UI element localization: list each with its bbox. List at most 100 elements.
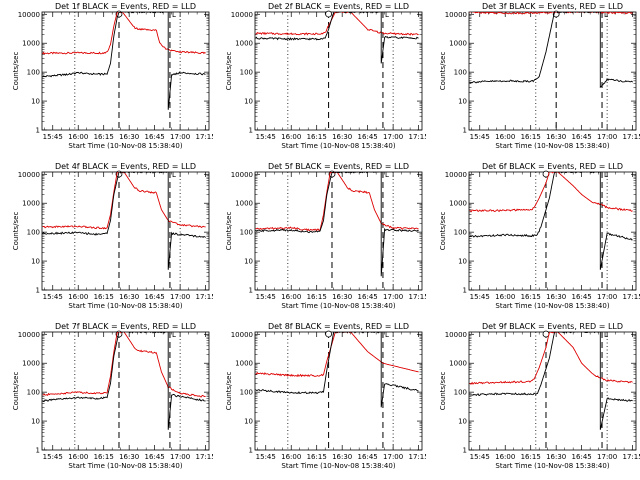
y-tick-label: 1: [36, 127, 40, 135]
x-tick-label: 16:15: [521, 293, 541, 301]
y-axis-label: Counts/sec: [12, 52, 20, 91]
y-tick-label: 10000: [18, 331, 40, 339]
lld-series-line: [469, 12, 633, 15]
y-tick-label: 10: [458, 418, 467, 426]
events-series-line: [255, 12, 419, 64]
y-tick-label: 1000: [22, 200, 40, 208]
events-series-line: [469, 172, 633, 270]
y-tick-label: 10000: [445, 331, 467, 339]
x-axis-label: Start Time (10-Nov-08 15:38:40): [281, 142, 395, 150]
lld-series-line: [255, 12, 419, 36]
x-tick-label: 16:30: [546, 453, 566, 461]
lld-series-line: [255, 332, 419, 378]
l-marker: L: [385, 11, 389, 19]
y-tick-label: 1: [249, 447, 253, 455]
y-axis-label: Counts/sec: [439, 52, 447, 91]
x-tick-label: 16:45: [572, 133, 592, 141]
l-marker: L: [604, 171, 608, 179]
x-tick-label: 15:45: [43, 453, 63, 461]
chart-title: Det 9f BLACK = Events, RED = LLD: [482, 322, 623, 331]
y-tick-label: 1: [36, 447, 40, 455]
x-axis-label: Start Time (10-Nov-08 15:38:40): [495, 142, 609, 150]
events-series-line: [42, 172, 206, 270]
plot-frame: [254, 171, 423, 291]
y-tick-label: 100: [240, 389, 253, 397]
l-marker: L: [172, 171, 176, 179]
y-tick-label: 10: [31, 98, 40, 106]
x-tick-label: 16:00: [281, 293, 301, 301]
x-tick-label: 16:15: [521, 133, 541, 141]
y-tick-label: 1000: [449, 40, 467, 48]
x-tick-label: 16:45: [145, 133, 165, 141]
events-series-line: [42, 332, 206, 430]
plot-frame: [468, 171, 637, 291]
chart-panel-9: Det 9f BLACK = Events, RED = LLD 1 10 100 10…: [439, 322, 640, 470]
y-tick-label: 10: [244, 258, 253, 266]
x-tick-label: 17:00: [383, 453, 403, 461]
x-tick-label: 17:00: [383, 133, 403, 141]
y-tick-label: 10: [244, 98, 253, 106]
y-tick-label: 10000: [18, 11, 40, 19]
events-series-line: [469, 332, 633, 430]
x-tick-label: 15:45: [43, 133, 63, 141]
x-tick-label: 16:00: [495, 133, 515, 141]
x-tick-label: 16:45: [145, 293, 165, 301]
chart-title: Det 4f BLACK = Events, RED = LLD: [55, 162, 196, 171]
y-tick-label: 1000: [449, 360, 467, 368]
l-marker: L: [385, 171, 389, 179]
chart-panel-6: Det 6f BLACK = Events, RED = LLD 1 10 100 10…: [439, 162, 640, 310]
chart-title: Det 2f BLACK = Events, RED = LLD: [268, 2, 409, 11]
lld-series-line: [255, 172, 419, 232]
y-tick-label: 1: [249, 127, 253, 135]
x-tick-label: 17:00: [597, 133, 617, 141]
events-series-line: [42, 12, 206, 110]
x-tick-label: 16:45: [572, 293, 592, 301]
y-tick-label: 10: [458, 258, 467, 266]
x-tick-label: 15:45: [470, 133, 490, 141]
lld-series-line: [42, 12, 206, 55]
y-tick-label: 1000: [235, 360, 253, 368]
x-tick-label: 15:45: [256, 133, 276, 141]
x-tick-label: 16:45: [145, 453, 165, 461]
x-tick-label: 15:45: [470, 453, 490, 461]
x-tick-label: 17:15: [196, 453, 213, 461]
y-tick-label: 100: [27, 69, 40, 77]
events-series-line: [255, 332, 419, 408]
chart-title: Det 6f BLACK = Events, RED = LLD: [482, 162, 623, 171]
chart-panel-2: Det 2f BLACK = Events, RED = LLD 1 10 100 10…: [225, 2, 426, 150]
x-axis-label: Start Time (10-Nov-08 15:38:40): [68, 462, 182, 470]
chart-panel-1: Det 1f BLACK = Events, RED = LLD 1 10 100 10…: [12, 2, 213, 150]
y-tick-label: 10000: [231, 11, 253, 19]
lld-series-line: [42, 172, 206, 230]
chart-panel-7: Det 7f BLACK = Events, RED = LLD 1 10 100 10…: [12, 322, 213, 470]
y-axis-label: Counts/sec: [225, 52, 233, 91]
x-tick-label: 16:15: [94, 453, 114, 461]
plot-frame: [41, 11, 210, 131]
x-tick-label: 16:45: [358, 293, 378, 301]
y-tick-label: 1000: [449, 200, 467, 208]
y-tick-label: 100: [27, 389, 40, 397]
y-tick-label: 10000: [231, 171, 253, 179]
y-tick-label: 10: [458, 98, 467, 106]
y-axis-label: Counts/sec: [439, 212, 447, 251]
y-axis-label: Counts/sec: [12, 212, 20, 251]
l-marker: L: [604, 331, 608, 339]
x-tick-label: 17:00: [597, 293, 617, 301]
x-tick-label: 16:15: [307, 453, 327, 461]
y-axis-label: Counts/sec: [439, 372, 447, 411]
x-tick-label: 16:30: [546, 133, 566, 141]
x-tick-label: 16:00: [281, 133, 301, 141]
x-tick-label: 16:30: [119, 453, 139, 461]
chart-title: Det 7f BLACK = Events, RED = LLD: [55, 322, 196, 331]
o-marker: [325, 330, 332, 338]
chart-panel-4: Det 4f BLACK = Events, RED = LLD 1 10 100 10…: [12, 162, 213, 310]
x-tick-label: 16:15: [94, 133, 114, 141]
x-tick-label: 17:00: [170, 453, 190, 461]
x-tick-label: 16:30: [332, 453, 352, 461]
x-axis-label: Start Time (10-Nov-08 15:38:40): [281, 302, 395, 310]
x-axis-label: Start Time (10-Nov-08 15:38:40): [281, 462, 395, 470]
plot-frame: [254, 11, 423, 131]
x-tick-label: 17:15: [409, 133, 426, 141]
x-tick-label: 16:30: [332, 293, 352, 301]
y-axis-label: Counts/sec: [225, 372, 233, 411]
